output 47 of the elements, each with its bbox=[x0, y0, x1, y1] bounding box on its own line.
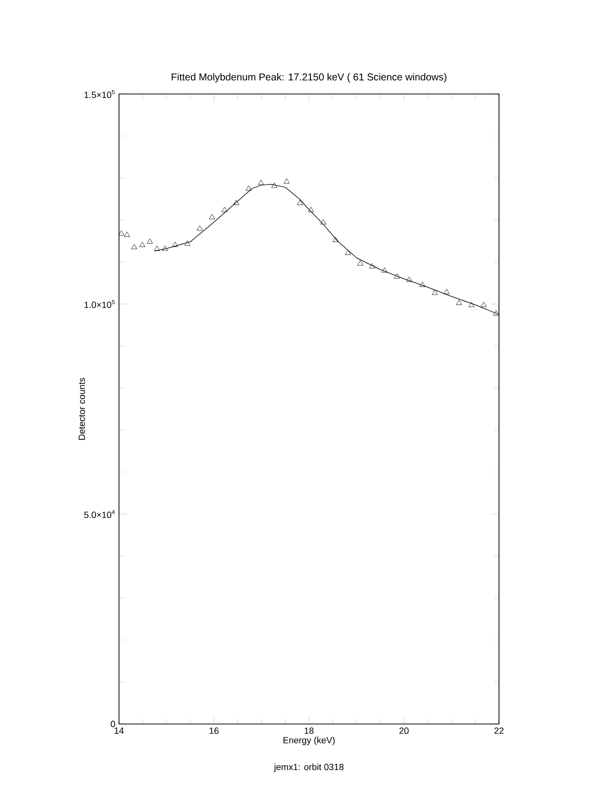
point bbox=[493, 310, 500, 316]
y-tick-label: 1.0×10$^{5}$ bbox=[84, 300, 115, 308]
x-tick-label: 20 bbox=[399, 728, 409, 734]
point bbox=[258, 180, 264, 185]
point bbox=[344, 250, 351, 255]
point bbox=[146, 238, 153, 244]
point bbox=[131, 244, 138, 250]
x-tick-label: 18 bbox=[304, 728, 314, 734]
point bbox=[320, 219, 326, 224]
point bbox=[221, 206, 228, 212]
point bbox=[124, 232, 130, 237]
point bbox=[456, 300, 462, 305]
y-tick-label: 1.5×10$^{5}$ bbox=[84, 90, 115, 98]
x-axis-title: Energy (keV) bbox=[283, 736, 335, 746]
point bbox=[369, 263, 376, 268]
x-tick-label: 16 bbox=[210, 728, 219, 734]
point bbox=[444, 288, 450, 294]
point bbox=[246, 186, 252, 191]
point bbox=[118, 230, 124, 236]
point bbox=[184, 240, 190, 246]
y-axis-title: Detector counts bbox=[78, 378, 85, 440]
point bbox=[172, 242, 178, 247]
point bbox=[432, 290, 438, 295]
y-tick-label: 5.0×10$^{4}$ bbox=[84, 510, 115, 518]
point bbox=[233, 200, 240, 205]
point bbox=[139, 242, 146, 247]
y-tick-label: 0 bbox=[110, 720, 116, 728]
point bbox=[271, 182, 278, 188]
point bbox=[394, 273, 400, 278]
point bbox=[284, 178, 290, 184]
chart-title: Fitted Molybdenum Peak: 17.2150 keV ( 61 Science windows) bbox=[172, 73, 446, 82]
point bbox=[480, 302, 487, 308]
point bbox=[308, 206, 314, 212]
point bbox=[209, 214, 216, 220]
point bbox=[154, 246, 160, 251]
point bbox=[297, 200, 303, 205]
point bbox=[406, 276, 412, 282]
point bbox=[420, 282, 426, 287]
point bbox=[332, 236, 339, 242]
point bbox=[468, 302, 474, 308]
x-tick-label: 14 bbox=[114, 728, 124, 734]
text: jemx1: orbit 0318 bbox=[274, 764, 344, 772]
point bbox=[162, 246, 168, 251]
x-tick-label: 22 bbox=[494, 728, 504, 734]
point bbox=[357, 260, 364, 266]
point bbox=[196, 225, 203, 231]
point bbox=[382, 267, 388, 273]
